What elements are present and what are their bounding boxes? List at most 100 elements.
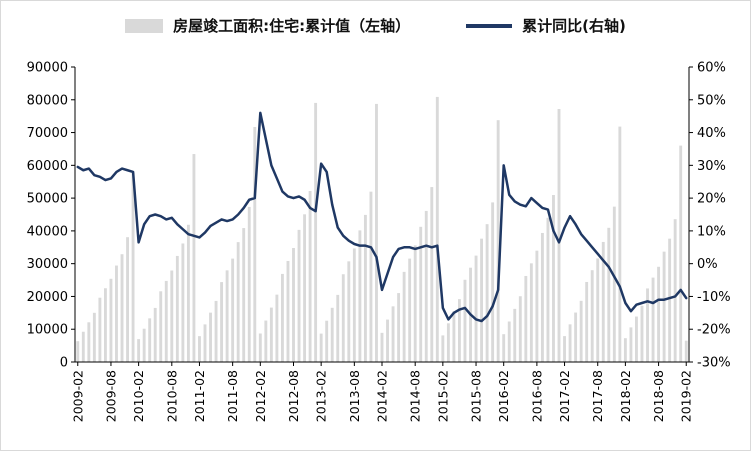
bar <box>231 258 235 362</box>
bar <box>286 260 290 362</box>
bar <box>574 312 578 362</box>
bar <box>662 251 666 362</box>
bar <box>203 324 207 362</box>
right-axis-label: 10% <box>697 224 726 239</box>
bar <box>148 318 152 362</box>
bar <box>297 229 301 362</box>
bar <box>181 243 185 362</box>
x-axis-label: 2011-08 <box>225 370 240 422</box>
bar <box>236 242 240 362</box>
bar <box>153 307 157 362</box>
bar <box>601 241 605 362</box>
bar <box>657 266 661 362</box>
x-axis-label: 2019-02 <box>679 370 694 422</box>
bar <box>363 214 367 362</box>
bar <box>341 274 345 362</box>
bar <box>380 332 384 362</box>
x-axis-label: 2017-02 <box>557 370 572 422</box>
right-axis-label: 60% <box>697 61 726 76</box>
left-axis-label: 30000 <box>27 257 68 272</box>
bar <box>325 320 329 362</box>
bar <box>546 217 550 362</box>
right-axis-label: -10% <box>697 290 731 305</box>
bar <box>568 324 572 362</box>
bar <box>330 307 334 362</box>
bar <box>347 261 351 362</box>
bar <box>640 305 644 362</box>
x-axis-label: 2017-08 <box>590 370 605 422</box>
legend: 房屋竣工面积:住宅:累计值（左轴） 累计同比(右轴) <box>1 15 750 36</box>
bar <box>126 237 129 362</box>
bar <box>198 336 201 362</box>
bar <box>557 109 561 362</box>
legend-bars-label: 房屋竣工面积:住宅:累计值（左轴） <box>173 17 411 35</box>
bar <box>612 206 616 362</box>
bar <box>518 296 522 362</box>
bar <box>452 311 456 362</box>
bar <box>103 288 107 362</box>
bar <box>159 291 163 362</box>
bar <box>579 300 583 362</box>
x-axis-label: 2010-02 <box>131 370 146 422</box>
bar <box>264 320 268 362</box>
bar <box>319 333 323 362</box>
left-axis-label: 50000 <box>27 192 68 207</box>
x-axis-label: 2010-08 <box>164 370 179 422</box>
bar <box>280 273 284 362</box>
bar <box>98 297 102 362</box>
bar <box>170 270 174 362</box>
x-axis-label: 2013-02 <box>314 370 329 422</box>
bar <box>607 227 611 362</box>
bar <box>258 333 262 362</box>
bar <box>524 275 528 362</box>
bar <box>635 316 638 362</box>
right-axis-label: 20% <box>697 192 726 207</box>
bar <box>446 323 450 362</box>
bar <box>590 270 594 362</box>
x-axis-label: 2011-02 <box>192 370 207 422</box>
left-axis-label: 20000 <box>27 290 68 305</box>
bar <box>76 341 80 362</box>
bar <box>413 245 417 362</box>
bar <box>220 282 224 362</box>
x-axis-label: 2014-08 <box>408 370 423 422</box>
bar <box>242 228 246 362</box>
bar <box>623 338 627 362</box>
bar <box>585 281 589 362</box>
bar <box>435 96 439 363</box>
bar <box>247 206 251 362</box>
bar <box>87 322 91 362</box>
bar <box>463 279 467 362</box>
x-axis-label: 2013-08 <box>347 370 362 422</box>
left-axis-label: 70000 <box>27 126 68 141</box>
legend-item-bars: 房屋竣工面积:住宅:累计值（左轴） <box>125 15 410 36</box>
bar <box>419 226 423 362</box>
bar <box>651 277 655 362</box>
bar <box>596 258 600 362</box>
bar <box>391 306 395 362</box>
bar <box>513 308 517 362</box>
bar <box>491 202 495 362</box>
bar <box>186 224 190 362</box>
right-axis-label: 40% <box>697 126 726 141</box>
bar-series-swatch-icon <box>125 18 164 33</box>
right-axis-label: -30% <box>697 356 731 371</box>
bar <box>336 294 340 362</box>
bar <box>369 191 373 362</box>
x-axis-label: 2012-08 <box>286 370 301 422</box>
bar <box>535 250 539 362</box>
bar <box>646 288 649 362</box>
bar <box>507 321 511 362</box>
bar <box>502 334 506 362</box>
bar <box>485 224 489 362</box>
bar <box>352 248 356 362</box>
bar <box>629 327 633 362</box>
bar <box>137 339 141 362</box>
bar <box>164 280 168 362</box>
bar <box>142 328 146 362</box>
bar <box>303 214 306 362</box>
right-axis-label: 0% <box>697 257 718 272</box>
bar <box>529 263 533 362</box>
